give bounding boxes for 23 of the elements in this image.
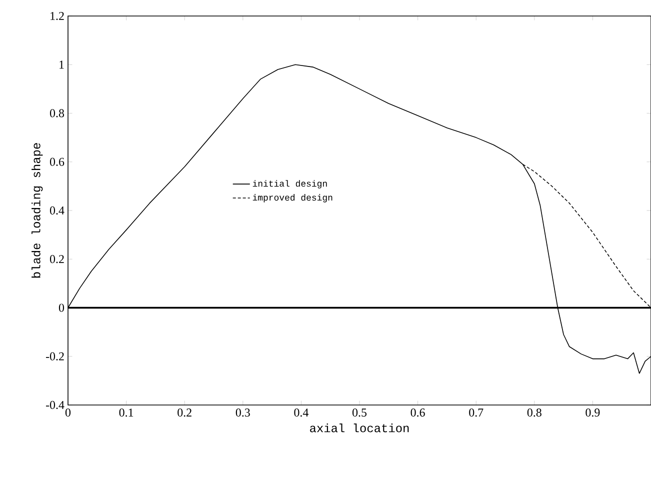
legend-label: improved design — [252, 194, 332, 202]
y-axis-title: blade loading shape — [32, 143, 43, 278]
y-tick-label: 0.8 — [50, 109, 64, 118]
x-tick-label: 0.1 — [119, 408, 134, 417]
y-tick-label: 0.4 — [50, 206, 64, 215]
x-axis-title: axial location — [310, 423, 409, 432]
x-tick-label: 0.6 — [410, 408, 425, 417]
y-tick-label: 1 — [60, 60, 64, 69]
y-tick-label: -0.2 — [46, 352, 64, 360]
y-tick-label: 1.2 — [50, 12, 64, 20]
y-tick-label: 0 — [58, 304, 64, 312]
x-tick-label: 0.4 — [294, 408, 308, 417]
x-tick-label: 0.3 — [236, 408, 250, 417]
x-tick-label: 0.8 — [527, 408, 542, 417]
y-tick-label: -0.4 — [46, 400, 64, 410]
x-tick-label: 0.5 — [352, 408, 367, 417]
x-tick-label: 0 — [65, 408, 71, 417]
y-tick-label: 0.6 — [50, 158, 64, 166]
y-tick-label: 0.2 — [50, 255, 64, 264]
legend-label: initial design — [252, 180, 327, 188]
x-tick-label: 0.9 — [586, 408, 600, 417]
x-tick-label: 0.7 — [469, 408, 484, 417]
x-tick-label: 0.2 — [178, 408, 192, 417]
